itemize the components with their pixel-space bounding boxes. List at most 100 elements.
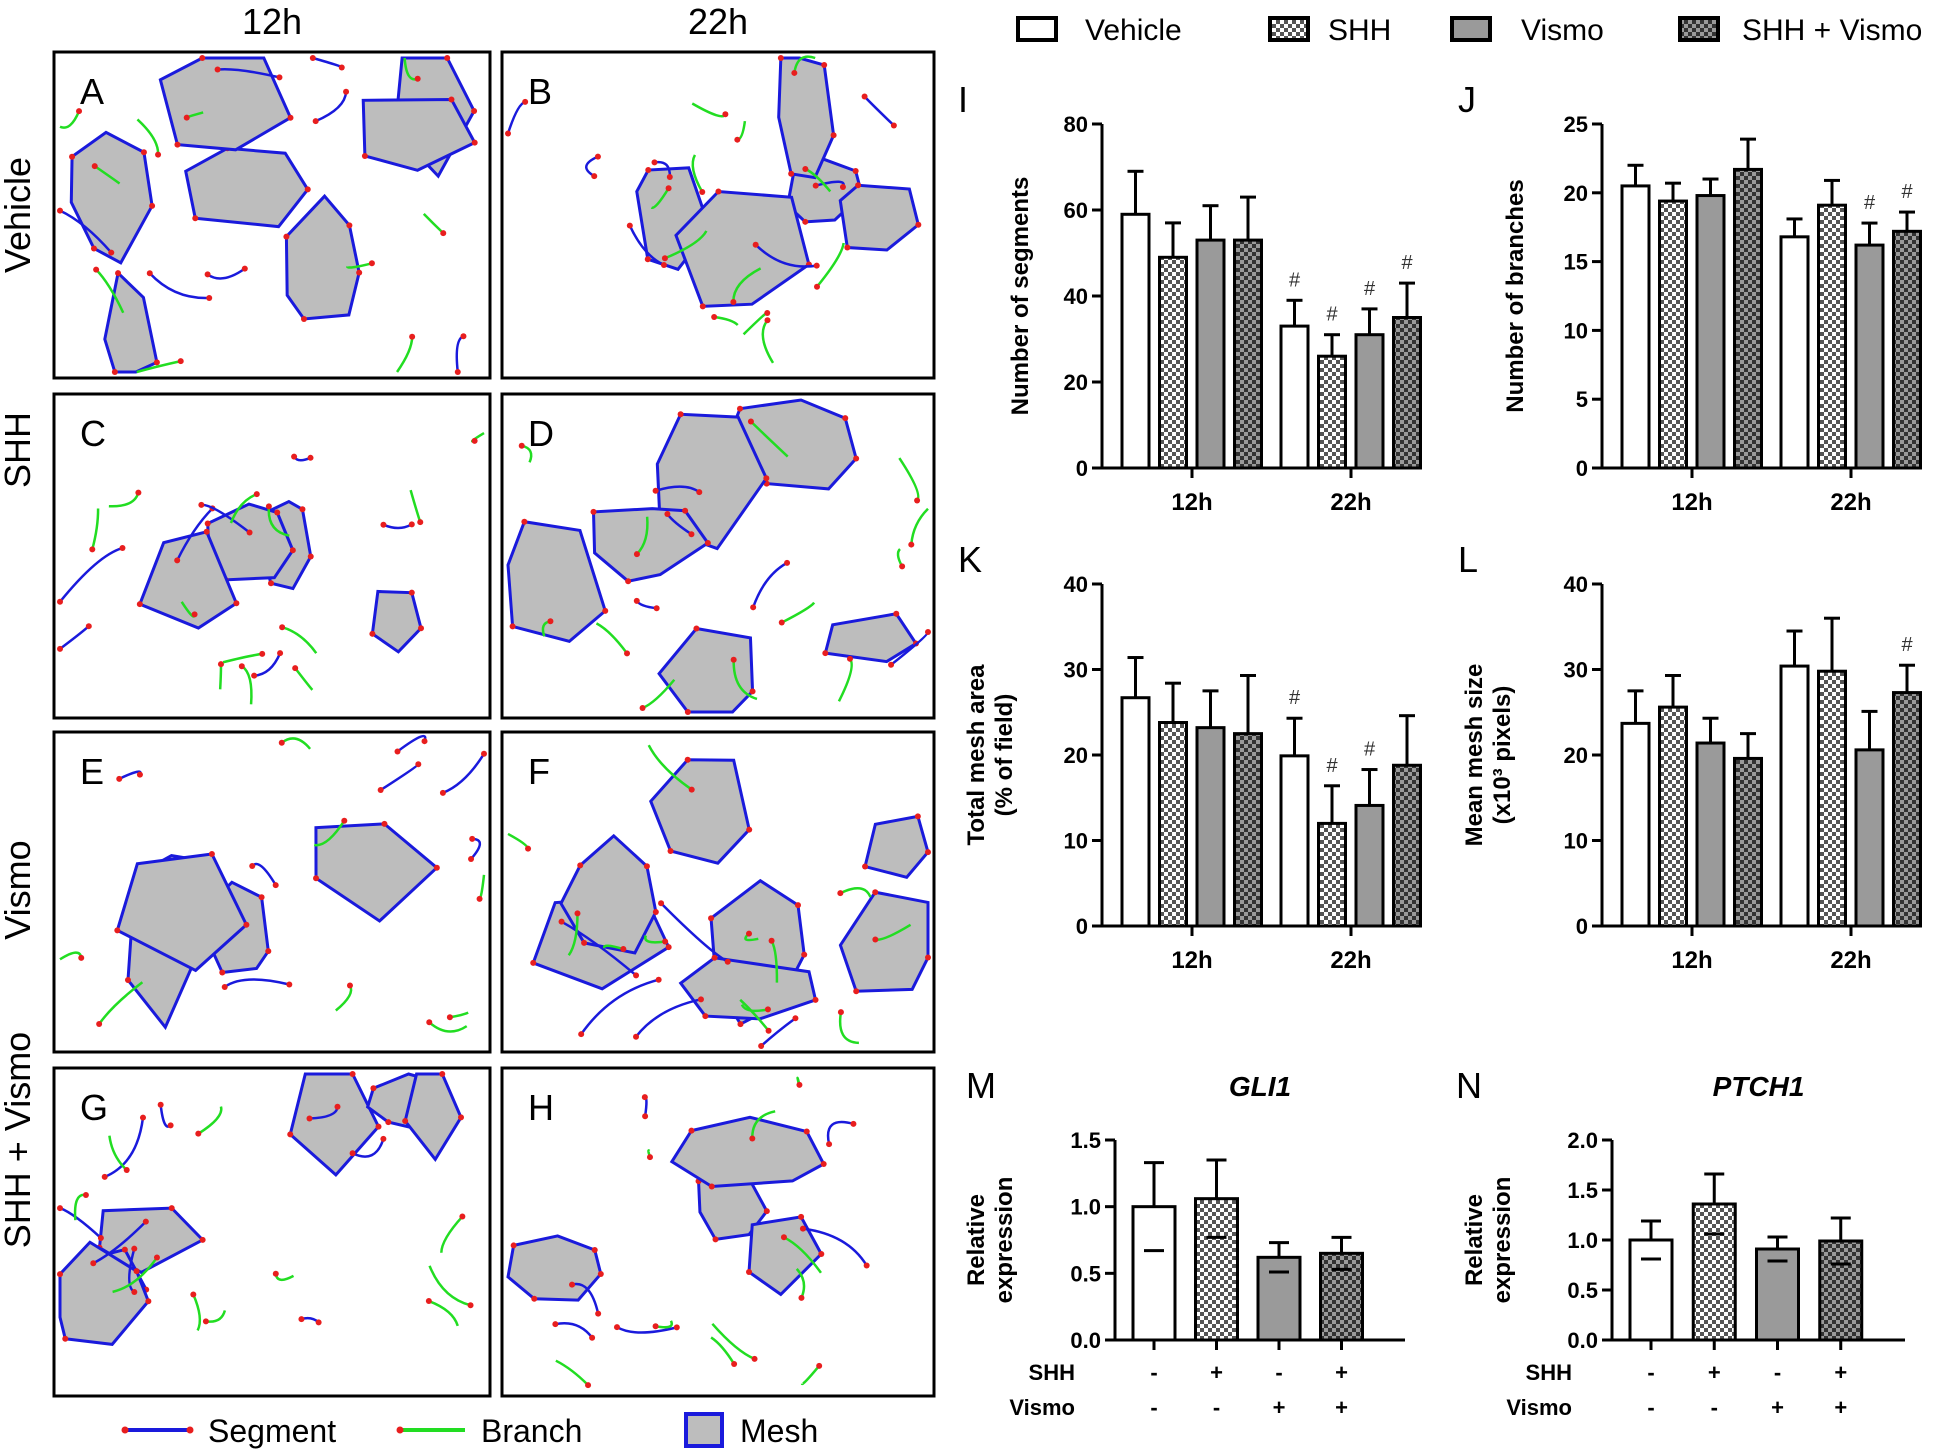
treatment-mark: + <box>1335 1360 1348 1385</box>
node-dot <box>82 1191 89 1198</box>
node-dot <box>167 1122 174 1129</box>
mesh-polygon <box>838 183 921 252</box>
panel-letter-b: B <box>528 71 552 112</box>
chart-panel-n: N Relative expression 0.0 0.5 1.0 1.5 2.0 PTCH1 -… <box>1456 1065 1905 1420</box>
node-dot <box>300 315 307 322</box>
x-tick-label: 22h <box>1330 489 1371 516</box>
node-dot <box>505 130 511 137</box>
node-dot <box>737 1021 744 1028</box>
node-dot <box>202 1318 209 1325</box>
node-dot <box>731 1361 738 1368</box>
node-dot <box>221 983 228 990</box>
bar <box>1658 199 1688 470</box>
node-dot <box>111 369 118 375</box>
node-dot <box>199 1236 206 1243</box>
node-dot <box>439 789 446 796</box>
node-dot <box>798 1213 805 1220</box>
branch-line <box>313 820 346 847</box>
node-dot <box>814 283 821 290</box>
bar-legend: Vehicle SHH Vismo SHH + Vismo <box>1016 14 1922 47</box>
node-dot <box>552 1321 559 1328</box>
node-dot <box>752 241 759 248</box>
node-dot <box>460 333 467 340</box>
x-tick-label: 12h <box>1171 489 1212 516</box>
node-dot <box>131 1289 138 1296</box>
branch-line <box>647 744 693 791</box>
segment-line <box>760 1017 797 1047</box>
node-dot <box>862 863 869 870</box>
y-tick-label: 0 <box>1576 914 1588 939</box>
node-dot <box>85 623 92 630</box>
branch-line <box>711 1322 756 1361</box>
node-dot <box>667 847 674 854</box>
treatment-row-label: SHH <box>1029 1360 1075 1385</box>
segment-line <box>580 978 659 1035</box>
node-dot <box>286 981 293 988</box>
branch-line <box>136 359 181 374</box>
node-dot <box>764 317 771 324</box>
y-tick-label: 40 <box>1064 572 1088 597</box>
node-dot <box>747 418 754 425</box>
node-dot <box>890 122 897 129</box>
mesh-polygon <box>184 146 310 229</box>
node-dot <box>802 218 809 225</box>
treatment-row-label: Vismo <box>1506 1395 1572 1420</box>
node-dot <box>116 775 123 782</box>
node-dot <box>408 589 415 596</box>
node-dot <box>643 863 650 870</box>
legend-swatch-vehicle <box>1016 16 1058 42</box>
node-dot <box>547 618 554 625</box>
node-dot <box>408 521 415 528</box>
panel-letter-e: E <box>80 751 104 792</box>
legend-label-shh: SHH <box>1328 14 1391 47</box>
node-dot <box>530 959 537 966</box>
legend-label-vismo: Vismo <box>1521 14 1604 47</box>
node-dot <box>708 915 715 922</box>
node-dot <box>133 1268 140 1275</box>
branch-line <box>910 507 929 545</box>
node-dot <box>291 453 298 460</box>
x-tick-label: 22h <box>1330 947 1371 974</box>
node-dot <box>522 98 529 105</box>
treatment-mark: + <box>1834 1360 1847 1385</box>
node-dot <box>233 600 240 607</box>
y-axis-title: Number of segments <box>1007 177 1034 416</box>
segment-legend-node-left <box>121 1426 129 1434</box>
node-dot <box>853 988 860 995</box>
node-dot <box>402 1118 409 1125</box>
node-dot <box>625 578 632 585</box>
bar <box>1755 1247 1800 1342</box>
bar <box>1854 243 1885 470</box>
node-dot <box>409 333 416 340</box>
node-dot <box>818 1250 825 1257</box>
node-dot <box>558 918 565 925</box>
node-dot <box>796 1081 803 1088</box>
node-dot <box>852 167 859 174</box>
node-dot <box>89 546 96 553</box>
segment-line <box>217 67 280 79</box>
network-panel-c: C <box>52 392 492 720</box>
legend-swatch-vismo <box>1450 16 1492 42</box>
node-dot <box>136 771 143 778</box>
node-dot <box>57 1271 63 1278</box>
node-dot <box>289 547 296 554</box>
node-dot <box>380 521 387 528</box>
panel-frame <box>52 730 492 1054</box>
node-dot <box>863 1262 870 1269</box>
y-axis-title: Mean mesh size <box>1461 664 1488 847</box>
bar <box>1319 1251 1364 1342</box>
node-dot <box>837 1009 844 1016</box>
y-tick-label: 1.0 <box>1567 1228 1598 1253</box>
node-dot <box>758 1043 765 1049</box>
node-dot <box>338 64 345 71</box>
mesh-polygon <box>823 612 919 664</box>
branch-legend-node <box>396 1426 404 1434</box>
node-dot <box>299 506 306 513</box>
image-panels: A B C D E F G H <box>52 50 936 1398</box>
chart-panel-j: J Number of branches 0 5 10 15 20 25 12h # #22h <box>1458 79 1922 516</box>
mesh-polygon <box>58 1240 151 1346</box>
node-dot <box>597 1270 604 1277</box>
node-dot <box>684 756 691 763</box>
node-dot <box>425 1298 432 1305</box>
segment-line <box>754 243 817 268</box>
